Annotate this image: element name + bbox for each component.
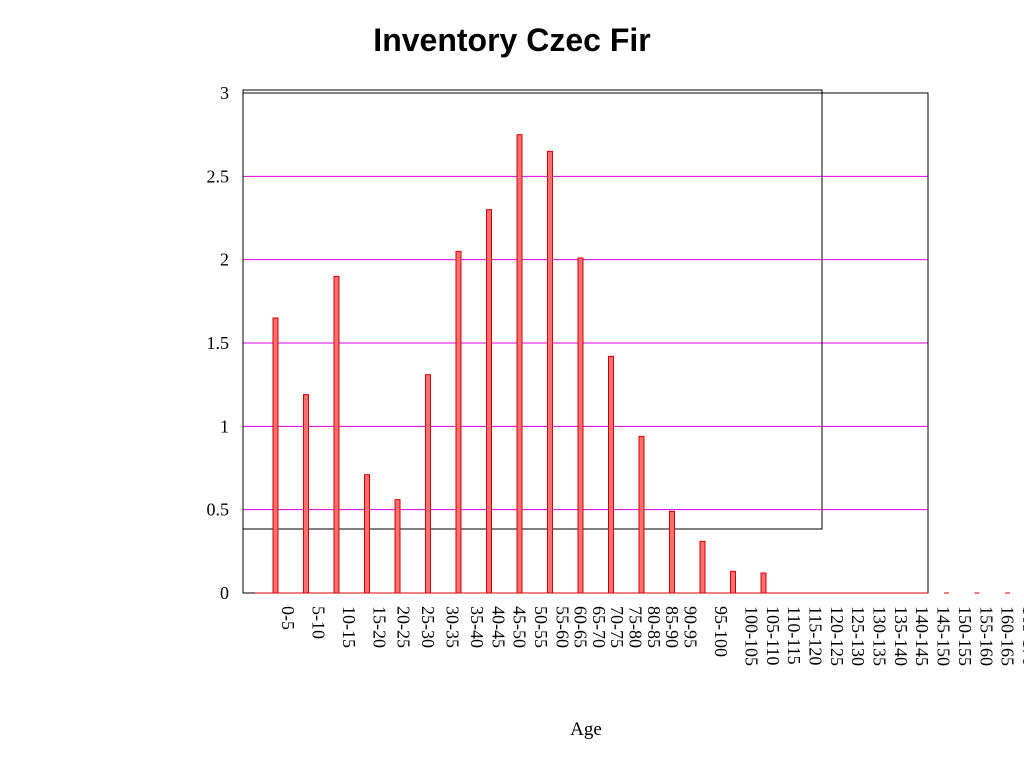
x-tick-label: 145-150 [934,606,954,666]
y-tick-label: 3 [220,83,229,103]
x-tick-label: 5-10 [308,606,328,639]
x-tick-label: 155-160 [976,606,996,666]
x-tick-label: 55-60 [552,606,572,648]
x-tick-label: 130-135 [870,606,890,666]
bar-55-60 [608,355,614,594]
chart-title: Inventory Czec Fir [373,22,651,58]
bar-50-55 [577,257,584,594]
x-tick-label: 140-145 [912,606,932,666]
x-tick-label: 35-40 [467,606,487,648]
x-tick-label: 20-25 [394,606,414,648]
x-tick-label: 40-45 [488,606,508,648]
y-axis-ticks: 0 0.5 1 1.5 2 2.5 3 [207,83,230,603]
x-tick-label: 105-110 [763,606,783,665]
bar-15-20 [364,474,370,594]
bar-60-65 [638,435,645,594]
x-tick-label: 10-15 [339,606,359,648]
x-axis-label: Age [570,719,602,740]
plot-frame [242,89,929,594]
bar-45-50 [547,150,553,594]
bar-80-85 [760,572,767,594]
bar-30-35 [455,250,462,594]
x-axis-ticks: 0-5 5-10 10-15 15-20 20-25 25-30 30-35 35-40 40-… [278,606,1024,666]
y-tick-label: 1.5 [207,333,230,353]
y-tick-label: 0.5 [207,500,230,520]
y-tick-label: 2.5 [207,166,230,186]
y-tick-label: 2 [220,250,229,270]
x-tick-label: 75-80 [626,606,646,648]
y-tick-label: 0 [220,583,229,603]
overlay-box [242,89,823,530]
bar-20-25 [394,499,401,594]
x-tick-label: 45-50 [510,606,530,648]
bar-40-45 [516,134,523,594]
x-tick-label: 125-130 [848,606,868,666]
x-tick-label: 0-5 [278,606,298,630]
x-tick-label: 30-35 [443,606,463,648]
bar-10-15 [333,275,340,594]
bar-5-10 [303,394,309,594]
x-tick-label: 120-125 [827,606,847,666]
grid-lines [243,175,928,511]
x-tick-label: 165-170 [1019,606,1024,666]
x-tick-label: 135-140 [891,606,911,666]
bar-35-40 [486,209,492,594]
x-tick-label: 15-20 [369,606,389,648]
x-tick-label: 95-100 [711,606,731,657]
x-tick-label: 110-115 [784,606,804,665]
bar-65-70 [669,510,675,594]
bar-25-30 [425,374,431,594]
x-tick-label: 60-65 [571,606,591,648]
x-tick-label: 85-90 [662,606,682,648]
bar-75-80 [730,570,736,594]
x-tick-label: 70-75 [607,606,627,648]
x-tick-label: 65-70 [589,606,609,648]
x-tick-label: 115-120 [805,606,825,665]
x-tick-label: 90-95 [680,606,700,648]
bars [255,134,1010,594]
x-tick-label: 25-30 [418,606,438,648]
bar-70-75 [699,540,706,594]
x-tick-label: 160-165 [998,606,1018,666]
x-tick-label: 100-105 [741,606,761,666]
x-tick-label: 80-85 [644,606,664,648]
bar-0-5 [272,317,279,594]
x-tick-label: 150-155 [955,606,975,666]
x-tick-label: 50-55 [531,606,551,648]
y-tick-label: 1 [220,416,229,436]
